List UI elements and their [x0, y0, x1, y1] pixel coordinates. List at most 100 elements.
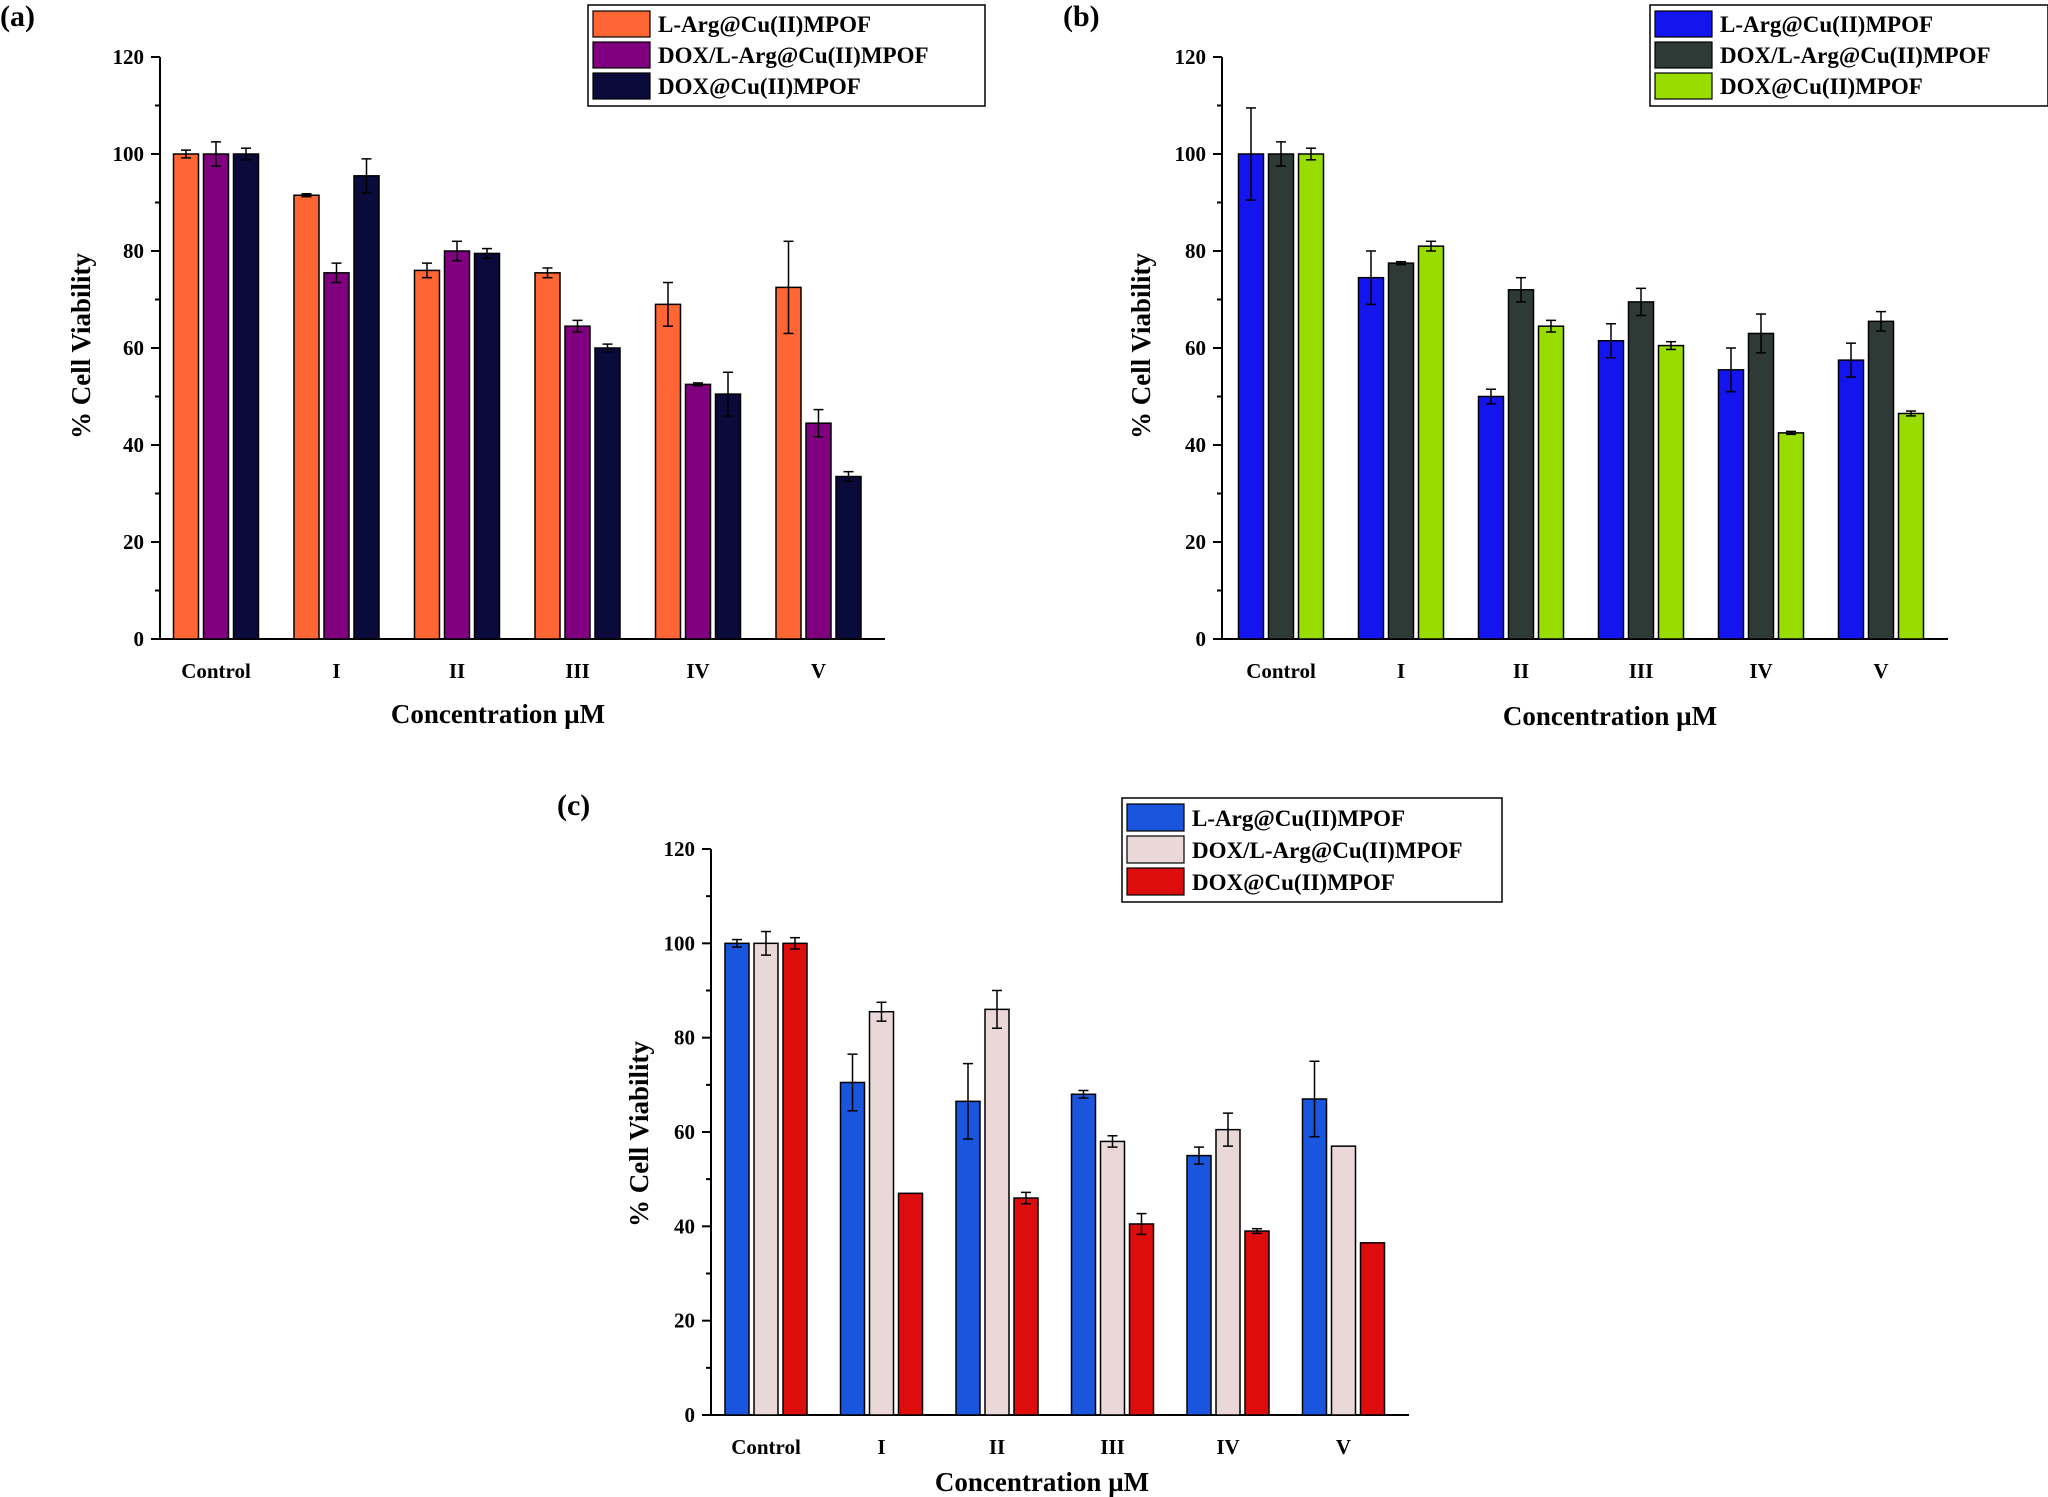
panel-a-bar-series-2 [353, 175, 380, 640]
panel-a-bar-series-2 [594, 347, 621, 640]
panel-c-bar-series-1 [868, 1010, 895, 1416]
panel-b-bar-series-2 [1297, 153, 1325, 640]
panel-a-legend-label-1: DOX/L-Arg@Cu(II)MPOF [658, 43, 929, 69]
panel-b-bar-series-2 [1657, 344, 1685, 640]
panel-a-x-tick-label: I [332, 659, 340, 683]
panel-c-y-tick-label: 20 [674, 1309, 695, 1333]
panel-a-x-axis-title: Concentration µM [391, 699, 605, 729]
panel-c-bar-series-1 [1330, 1145, 1357, 1416]
panel-c-bar-series-2 [897, 1192, 924, 1416]
panel-c-bar-series-0 [1301, 1098, 1328, 1416]
panel-a-y-tick-label: 120 [113, 45, 145, 69]
panel-c: (c) % Cell Viability Concentration µM 0 2… [557, 789, 1503, 1497]
panel-b-bar-series-2 [1777, 432, 1805, 640]
panel-b-legend-swatch-1 [1654, 41, 1713, 69]
panel-b-bar-series-0 [1357, 276, 1385, 640]
panel-c-y-tick-label: 60 [674, 1120, 695, 1144]
panel-b-x-tick-label: I [1397, 659, 1405, 683]
panel-a-bar-series-0 [654, 303, 682, 640]
panel-b-bar-series-0 [1717, 369, 1745, 640]
panel-b-y-tick-label: 0 [1196, 627, 1207, 651]
panel-b-legend-swatch-0 [1654, 10, 1713, 38]
panel-c-x-tick-label: I [877, 1435, 885, 1459]
panel-a-bar-series-0 [413, 269, 441, 640]
panel-c-bar-series-2 [1244, 1230, 1270, 1416]
panel-c-y-tick-label: 120 [664, 837, 696, 861]
panel-b-x-tick-label: Control [1246, 659, 1316, 683]
panel-b-legend-label-2: DOX@Cu(II)MPOF [1720, 74, 1923, 100]
panel-a-bar-series-1 [202, 153, 230, 640]
panel-b-bar-series-2 [1897, 412, 1925, 640]
panel-a-bar-series-2 [714, 393, 742, 640]
panel-a-legend-swatch-0 [592, 10, 651, 38]
panel-c-legend-swatch-1 [1126, 835, 1185, 864]
panel-a-legend: L-Arg@Cu(II)MPOF DOX/L-Arg@Cu(II)MPOF DOX@… [587, 4, 986, 107]
panel-c-bar-series-2 [1013, 1197, 1039, 1416]
panel-a-legend-box [587, 4, 986, 107]
panel-a-legend-label-2: DOX@Cu(II)MPOF [658, 74, 861, 100]
panel-c-bar-series-1 [984, 1008, 1010, 1416]
panel-b-bar-series-0 [1837, 359, 1865, 640]
panel-c-bar-series-2 [1128, 1223, 1155, 1416]
panel-b: (b) % Cell Viability Concentration µM 0 2… [1063, 0, 2048, 731]
panel-b-bar-series-1 [1627, 301, 1655, 640]
panel-c-bar-series-0 [955, 1100, 981, 1416]
panel-c-bar-series-1 [1099, 1140, 1126, 1416]
panel-b-bar-series-2 [1537, 325, 1565, 640]
panel-b-bar-series-1 [1507, 289, 1535, 640]
panel-b-bar-series-0 [1597, 339, 1625, 640]
panel-b-y-tick-label: 60 [1185, 336, 1206, 360]
panel-b-x-tick-label: III [1629, 659, 1654, 683]
panel-c-x-tick-label: III [1100, 1435, 1125, 1459]
panel-b-legend-label-0: L-Arg@Cu(II)MPOF [1720, 12, 1933, 38]
panel-b-y-tick-label: 80 [1185, 239, 1206, 263]
panel-c-bar-series-0 [1070, 1093, 1097, 1416]
panel-c-y-axis-title: % Cell Viability [624, 1041, 654, 1228]
panel-a-x-tick-label: III [565, 659, 590, 683]
panel-b-x-axis-title: Concentration µM [1503, 701, 1717, 731]
panel-a-bar-series-0 [293, 194, 320, 640]
panel-c-bar-series-2 [1359, 1242, 1386, 1416]
panel-a-bar-series-2 [835, 475, 862, 640]
panel-c-bar-series-1 [753, 942, 779, 1416]
panel-a-x-tick-label: II [449, 659, 465, 683]
panel-c-x-tick-label: IV [1216, 1435, 1239, 1459]
panel-b-legend-box [1649, 4, 2048, 107]
panel-b-x-tick-label: II [1513, 659, 1529, 683]
panel-a-bar-series-2 [232, 153, 260, 640]
panel-b-y-tick-label: 40 [1185, 433, 1206, 457]
panel-a-bar-series-1 [443, 250, 471, 640]
panel-c-legend-label-2: DOX@Cu(II)MPOF [1192, 870, 1395, 896]
panel-b-bar-series-1 [1867, 320, 1895, 640]
panel-c-bar-series-0 [724, 942, 750, 1416]
panel-c-legend-swatch-0 [1126, 803, 1185, 832]
panel-b-x-tick-label: IV [1749, 659, 1772, 683]
panel-c-y-tick-label: 80 [674, 1026, 695, 1050]
panel-c-x-tick-label: II [989, 1435, 1005, 1459]
panel-c-x-axis-title: Concentration µM [935, 1467, 1149, 1497]
panel-b-bar-series-0 [1237, 153, 1265, 640]
panel-a-label: (a) [0, 0, 35, 33]
panel-a-y-tick-label: 100 [113, 142, 145, 166]
panel-a-bar-series-0 [172, 153, 200, 640]
panel-a: (a) % Cell Viability Concentration µM 0 2… [0, 0, 986, 729]
panel-a-x-tick-label: Control [181, 659, 251, 683]
panel-c-label: (c) [557, 789, 590, 822]
panel-c-bar-series-0 [1186, 1154, 1212, 1416]
panel-c-bar-series-1 [1215, 1128, 1241, 1416]
panel-b-bar-series-0 [1477, 395, 1505, 640]
panel-b-bar-series-1 [1387, 262, 1415, 640]
panel-a-y-tick-label: 0 [134, 627, 145, 651]
panel-a-bar-series-0 [534, 272, 561, 640]
panel-c-legend-label-0: L-Arg@Cu(II)MPOF [1192, 806, 1405, 832]
panel-b-bar-series-2 [1417, 245, 1445, 640]
panel-c-legend: L-Arg@Cu(II)MPOF DOX/L-Arg@Cu(II)MPOF DOX@… [1121, 797, 1503, 903]
panel-a-legend-swatch-2 [592, 72, 651, 100]
panel-c-legend-box [1121, 797, 1503, 903]
panel-c-legend-swatch-2 [1126, 867, 1185, 896]
panel-c-x-tick-label: Control [731, 1435, 801, 1459]
panel-a-bar-series-2 [473, 252, 501, 640]
panel-c-bar-series-0 [839, 1081, 866, 1416]
panel-c-y-tick-label: 40 [674, 1214, 695, 1238]
